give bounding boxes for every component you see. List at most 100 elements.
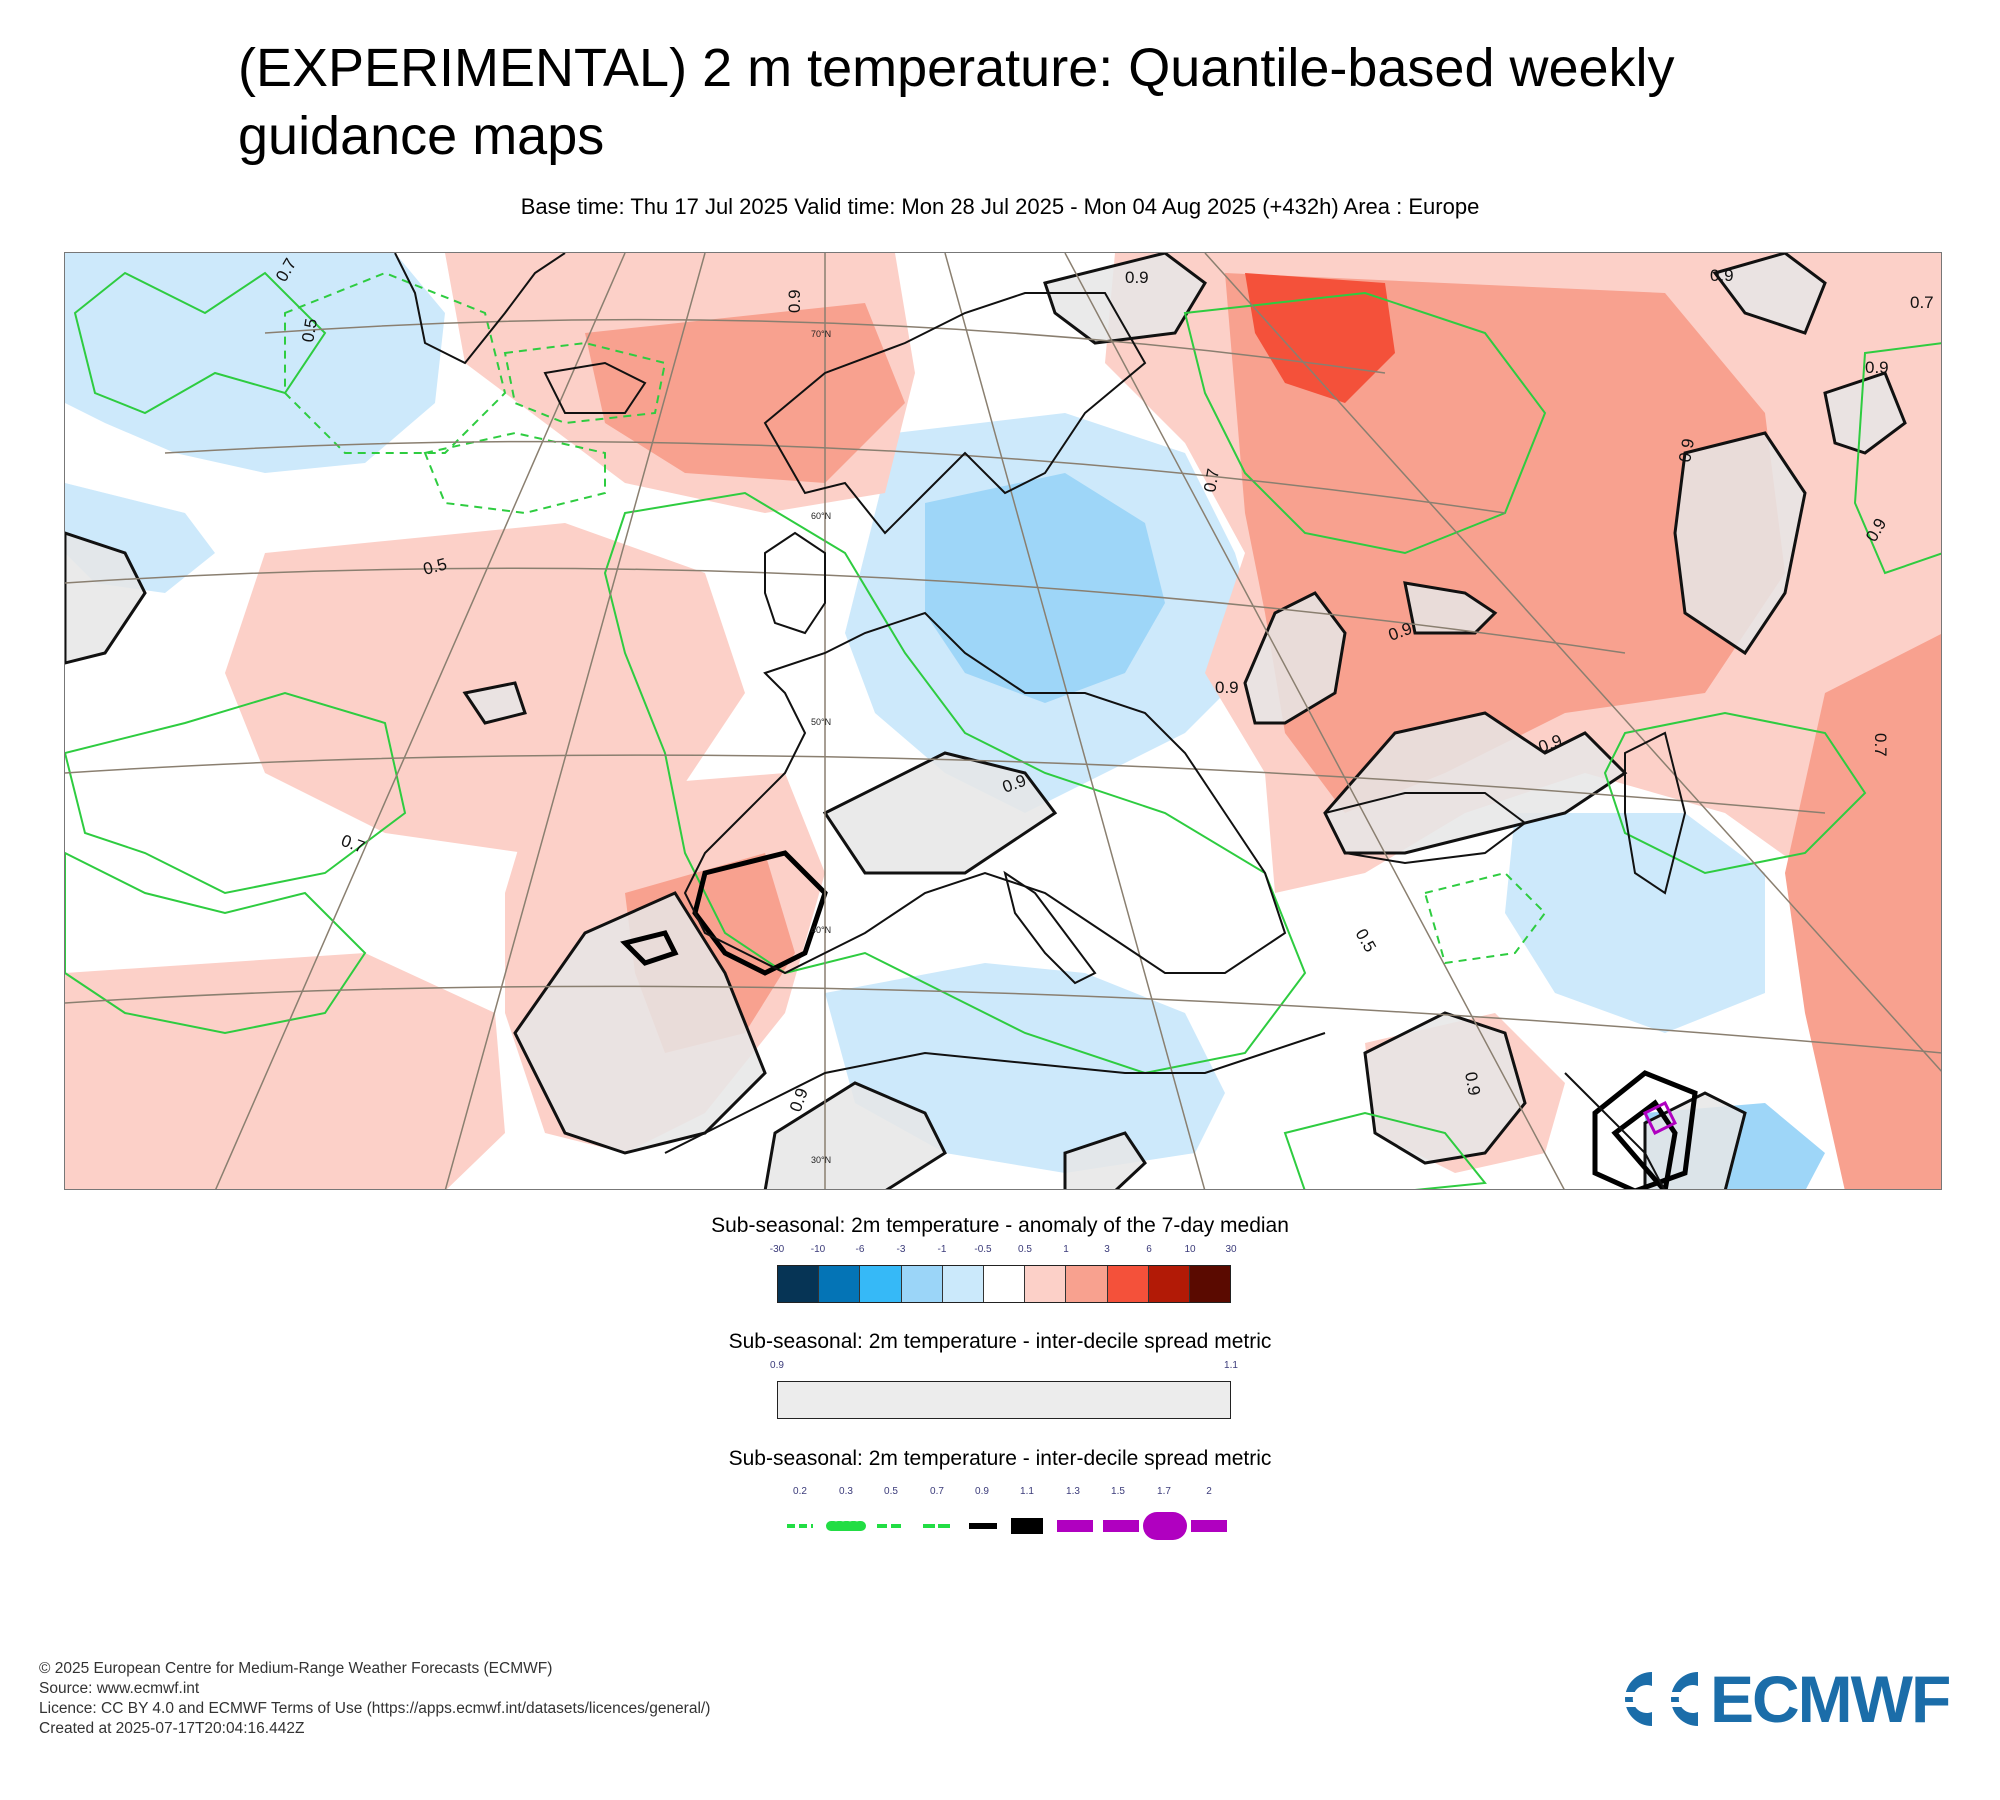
anomaly-swatch (819, 1266, 861, 1302)
footer-licence[interactable]: Licence: CC BY 4.0 and ECMWF Terms of Us… (39, 1700, 711, 1717)
contour-label: 0.7 (1910, 293, 1934, 312)
anomaly-swatch (1189, 1266, 1231, 1302)
coast-red-sea (1564, 1072, 1666, 1189)
spread-region-kara (1712, 253, 1827, 335)
ecmwf-logo-icon (1616, 1672, 1700, 1726)
anomaly-swatch (901, 1266, 943, 1302)
spread-region-egypt (1363, 1011, 1527, 1165)
graticule (65, 253, 1941, 1189)
contour-legend-ticks: 0.2 0.3 0.5 0.7 0.9 1.1 1.3 1.5 1.7 2 (0, 1486, 2000, 1500)
green-contour-libya (1283, 1111, 1487, 1189)
anomaly-swatch (1066, 1266, 1108, 1302)
green-contour-atlantic-south (65, 851, 367, 1035)
footer-source[interactable]: Source: www.ecmwf.int (39, 1680, 200, 1697)
anomaly-tick: -0.5 (974, 1244, 992, 1255)
contour-legend-title: Sub-seasonal: 2m temperature - inter-dec… (728, 1447, 1272, 1470)
anomaly-tick: 3 (1104, 1244, 1110, 1255)
coast-greenland (394, 253, 566, 365)
graticule-lon-east-60 (1204, 253, 1941, 1072)
lat-label-30: 30°N (811, 1155, 831, 1165)
ecmwf-logo: ECMWF (1612, 1666, 1974, 1732)
contour-tick: 1.5 (1111, 1486, 1125, 1497)
anomaly-swatch (1025, 1266, 1067, 1302)
contour-tick: 1.1 (1020, 1486, 1034, 1497)
contour-tick: 2 (1206, 1486, 1212, 1497)
footer-created: Created at 2025-07-17T20:04:16.442Z (39, 1720, 305, 1737)
page-title: (EXPERIMENTAL) 2 m temperature: Quantile… (238, 38, 1675, 166)
contour-style-legend (787, 1512, 1227, 1540)
graticule-lon-east-40 (1064, 253, 1565, 1189)
warm-region-south-atlantic (65, 953, 505, 1189)
spread-region-atlantic-west (65, 531, 147, 665)
forecast-map[interactable]: 70°N 60°N 50°N 40°N 30°N 0.7 0.5 0.9 0.9… (64, 252, 1942, 1190)
anomaly-tick: 0.5 (1018, 1244, 1032, 1255)
green-dashed-contour-greenland-sea (423, 431, 606, 515)
graticule-lat-60 (164, 440, 1506, 514)
forecast-subtitle: Base time: Thu 17 Jul 2025 Valid time: M… (520, 194, 1480, 219)
contour-tick: 1.7 (1157, 1486, 1171, 1497)
black-contour-iberia-small (620, 930, 679, 966)
coast-caspian (1624, 731, 1687, 895)
graticule-lat-50 (65, 567, 1626, 654)
coast-italy (1003, 870, 1097, 985)
anomaly-colorbar (777, 1265, 1231, 1303)
anomaly-tick: -6 (855, 1244, 865, 1255)
warm-region-russia (1225, 273, 1785, 813)
contour-label: 0.9 (1675, 437, 1698, 464)
green-contour-east (1853, 342, 1941, 575)
coastlines (394, 253, 1687, 1189)
graticule-lon-west-20 (444, 253, 706, 1189)
anomaly-swatch (983, 1266, 1026, 1302)
anomaly-swatch (860, 1266, 902, 1302)
cool-region-middle-east (1505, 813, 1765, 1033)
cool-region-greenland-sea (65, 253, 445, 473)
spread-region-north-africa (763, 1081, 947, 1189)
spread-regions (65, 253, 1907, 1189)
anomaly-tick: 30 (1225, 1244, 1237, 1255)
green-contour-russia (1183, 291, 1547, 555)
anomaly-tick: 6 (1146, 1244, 1152, 1255)
anomaly-tick: 10 (1184, 1244, 1196, 1255)
green-contour-caspian (1603, 711, 1867, 875)
lat-label-70: 70°N (811, 329, 831, 339)
contour-label: 0.7 (1200, 467, 1223, 494)
warm-region-east-edge (1785, 634, 1941, 1189)
green-dashed-contour-greenland (284, 271, 507, 454)
spread-colorbar (777, 1381, 1231, 1419)
ecmwf-logo-text: ECMWF (1710, 1662, 1951, 1736)
magenta-contour (1642, 1100, 1678, 1136)
lat-label-40: 40°N (811, 925, 831, 935)
contour-label: 0.5 (1352, 926, 1380, 956)
graticule-lat-40 (65, 754, 1826, 814)
lat-label-60: 60°N (811, 511, 831, 521)
contour-label: 0.9 (1865, 358, 1889, 377)
warm-region-russia-strong (1245, 273, 1395, 403)
green-dashed-contour-north-sea (503, 341, 667, 425)
contour-label: 0.9 (1215, 678, 1239, 697)
anomaly-legend-ticks: -30 -10 -6 -3 -1 -0.5 0.5 1 3 6 10 30 (0, 1244, 2000, 1258)
coast-black-sea (1323, 792, 1527, 865)
graticule-lon-east-20 (944, 253, 1206, 1189)
coast-scandinavia (763, 292, 1147, 535)
contour-label: 0.9 (785, 289, 804, 313)
black-contour-arabia-2 (1611, 1099, 1678, 1189)
coast-north-africa (664, 1032, 1326, 1154)
graticule-lon-west-40 (215, 253, 626, 1189)
anomaly-swatch (942, 1266, 984, 1302)
spread-region-south (1063, 1131, 1147, 1189)
spread-legend-title: Sub-seasonal: 2m temperature - inter-dec… (728, 1330, 1272, 1353)
spread-region-west-med (822, 751, 1058, 875)
latitude-labels: 70°N 60°N 50°N 40°N 30°N (811, 329, 831, 1165)
contour-tick: 1.3 (1066, 1486, 1080, 1497)
anomaly-tick: -1 (937, 1244, 947, 1255)
coast-british-isles (764, 531, 826, 635)
spread-tick: 0.9 (770, 1360, 784, 1371)
anomaly-swatch (1107, 1266, 1149, 1302)
green-dashed-contour-middle-east (1423, 871, 1547, 965)
lat-label-50: 50°N (811, 717, 831, 727)
spread-region-urals (1673, 431, 1807, 656)
anomaly-tick: -3 (896, 1244, 906, 1255)
anomaly-legend-title: Sub-seasonal: 2m temperature - anomaly o… (711, 1214, 1289, 1237)
spread-region-mid-atlantic (462, 681, 527, 725)
spread-region-iberia (513, 891, 767, 1155)
